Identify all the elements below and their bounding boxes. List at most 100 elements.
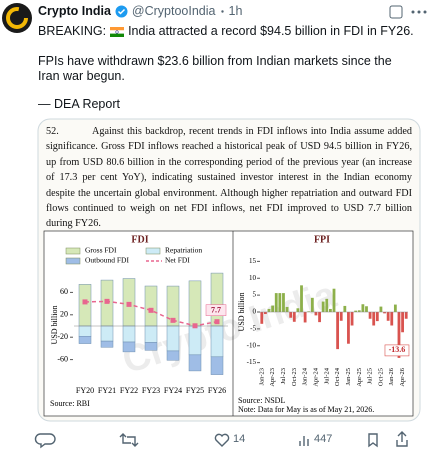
post-line-1: BREAKING: India attracted a record $94.5… — [38, 24, 414, 39]
y-axis-label: USD billion — [50, 306, 59, 345]
like-icon[interactable] — [214, 433, 230, 447]
x-tick-label: Apr-25 — [356, 368, 363, 387]
net-marker — [104, 298, 110, 304]
post-line-3: — DEA Report — [38, 97, 120, 111]
legend-label: Repatriation — [165, 246, 202, 255]
value-label: -13.6 — [389, 345, 406, 354]
y-tick-label: 5 — [253, 291, 257, 299]
bar — [188, 325, 202, 356]
bar — [339, 312, 343, 321]
like-count: 14 — [233, 433, 246, 445]
bar — [350, 312, 354, 326]
bar — [122, 341, 136, 353]
bar — [347, 312, 350, 344]
bar — [144, 342, 158, 351]
x-tick-label: FY24 — [164, 386, 182, 395]
reply-icon[interactable] — [34, 433, 56, 449]
x-tick-label: Jul-25 — [367, 368, 374, 384]
x-tick-label: Jan-25 — [345, 368, 352, 385]
bar — [365, 306, 368, 312]
value-label-box — [205, 304, 227, 316]
legend-label: Gross FDI — [85, 246, 117, 255]
net-marker — [192, 323, 198, 329]
x-tick-label: Jul-23 — [280, 368, 287, 384]
bar — [393, 304, 397, 312]
bookmark-icon[interactable] — [368, 433, 378, 448]
flag — [110, 26, 125, 37]
bar — [188, 354, 202, 372]
bar — [289, 312, 293, 318]
bar — [318, 312, 321, 323]
bar — [260, 312, 264, 324]
net-marker — [148, 307, 154, 313]
y-tick-label: 20 — [60, 310, 68, 319]
bar — [264, 312, 267, 315]
bar — [404, 312, 408, 319]
bar — [188, 280, 202, 327]
bar — [271, 305, 275, 312]
value-label: 7.7 — [211, 306, 221, 315]
x-tick-label: FY22 — [120, 386, 138, 395]
net-marker — [214, 319, 220, 325]
grok-icon[interactable] — [389, 5, 403, 19]
legend-swatch — [65, 257, 81, 265]
bar — [328, 308, 332, 312]
bar — [100, 340, 114, 348]
net-marker — [82, 299, 88, 305]
paragraph-number: 52. — [46, 126, 59, 137]
legend-swatch — [145, 247, 161, 255]
y-axis-label: USD billion — [237, 293, 246, 332]
bar — [122, 325, 136, 343]
bar — [300, 285, 303, 312]
report-paragraph: 52. Against this backdrop, recent trends … — [46, 124, 412, 232]
y-tick-label: 10 — [249, 274, 257, 282]
x-tick-label: FY20 — [76, 386, 94, 395]
bar — [375, 312, 379, 322]
bar — [354, 310, 358, 312]
bar — [210, 325, 224, 358]
paragraph-text: Against this backdrop, recent trends in … — [46, 126, 412, 230]
bar — [78, 284, 92, 327]
y-tick-label: 0 — [253, 308, 257, 316]
bar — [274, 293, 278, 312]
x-tick-label: Jul-24 — [323, 367, 330, 384]
author-name[interactable]: Crypto India — [38, 4, 111, 18]
bar — [336, 312, 340, 350]
verified-badge — [115, 5, 128, 17]
bar — [282, 293, 285, 312]
bar — [357, 310, 361, 312]
bar — [361, 304, 365, 312]
handle[interactable]: @CryptooIndia — [131, 4, 216, 18]
source: Source: NSDL — [238, 396, 285, 405]
bar — [368, 312, 372, 319]
y-tick-label: -15 — [247, 358, 257, 366]
chart-title: FDI — [131, 234, 148, 245]
x-tick-label: Apr-24 — [312, 367, 319, 386]
more-icon[interactable] — [411, 10, 427, 14]
net-marker — [126, 301, 132, 307]
bar — [166, 350, 180, 361]
x-tick-label: Oct-25 — [377, 368, 384, 386]
y-tick-label: -5 — [250, 324, 256, 332]
bar — [278, 293, 282, 312]
x-tick-label: FY26 — [208, 386, 226, 395]
repost-icon[interactable] — [119, 433, 139, 447]
y-tick-label: -20 — [57, 332, 68, 341]
share-icon[interactable] — [396, 431, 408, 447]
bar — [307, 311, 311, 312]
bar — [310, 297, 314, 312]
bar — [397, 312, 401, 358]
bar — [383, 312, 386, 314]
timestamp[interactable]: 1h — [228, 4, 243, 18]
view-count: 447 — [314, 433, 333, 445]
post-line-2: FPIs have withdrawn $23.6 billion from I… — [38, 54, 392, 83]
bar — [386, 312, 390, 321]
bar — [314, 312, 318, 316]
headline: India attracted a record $94.5 billion i… — [128, 24, 414, 38]
bar — [303, 312, 307, 323]
views-icon[interactable] — [299, 436, 309, 446]
x-tick-label: FY23 — [142, 386, 160, 395]
breaking: BREAKING: — [38, 24, 107, 38]
